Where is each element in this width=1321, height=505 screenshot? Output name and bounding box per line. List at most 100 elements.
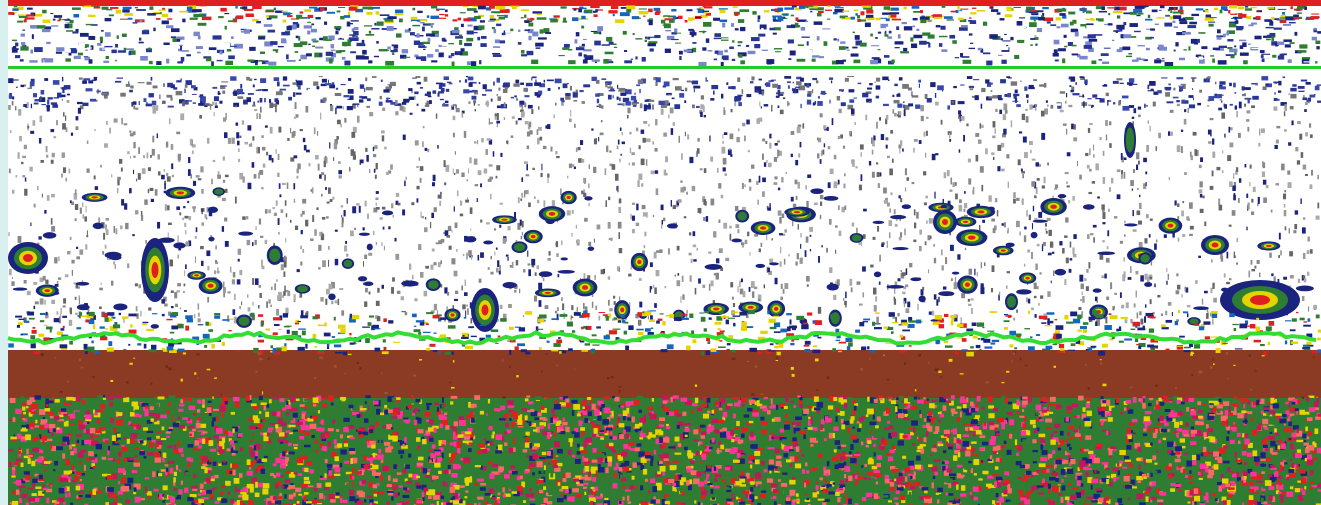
plankton xyxy=(797,253,799,259)
plankton xyxy=(257,113,258,119)
surface-noise xyxy=(720,10,726,13)
plankton xyxy=(608,222,611,229)
plankton xyxy=(79,299,80,305)
bottom-clutter xyxy=(33,327,36,329)
plankton xyxy=(215,105,218,108)
plankton xyxy=(894,209,896,214)
plankton xyxy=(524,161,528,164)
surface-noise xyxy=(128,18,133,20)
plankton xyxy=(332,197,334,200)
surface-noise xyxy=(1272,55,1276,58)
plankton xyxy=(1095,297,1097,301)
plankton xyxy=(176,132,180,135)
bottom-clutter xyxy=(682,318,689,320)
surface-noise xyxy=(991,9,998,12)
noise-band xyxy=(1129,78,1134,82)
plankton xyxy=(465,280,466,286)
plankton xyxy=(1258,143,1260,147)
surface-noise xyxy=(435,25,443,27)
noise-band xyxy=(620,92,626,95)
plankton xyxy=(628,274,631,277)
fish-echo xyxy=(1001,249,1006,251)
surface-noise xyxy=(211,61,214,66)
plankton xyxy=(40,298,44,304)
plankton xyxy=(876,317,878,323)
noise-band xyxy=(1248,99,1250,103)
plankton xyxy=(784,259,786,265)
surface-noise xyxy=(1283,39,1291,41)
fish-echo xyxy=(109,255,122,260)
surface-noise xyxy=(1064,35,1067,38)
plankton xyxy=(133,156,135,158)
plankton xyxy=(944,172,947,178)
plankton xyxy=(44,210,46,214)
plankton xyxy=(1259,129,1260,136)
plankton xyxy=(424,227,428,232)
plankton xyxy=(294,199,295,203)
surface-noise xyxy=(695,17,701,18)
bottom-clutter xyxy=(721,316,729,318)
noise-band xyxy=(459,80,461,82)
plankton xyxy=(447,292,449,296)
plankton xyxy=(919,246,922,251)
plankton xyxy=(1187,313,1188,317)
plankton xyxy=(1251,199,1253,203)
bottom-clutter xyxy=(836,340,841,341)
bottom-clutter xyxy=(382,351,389,354)
surface-noise xyxy=(300,55,307,60)
plankton xyxy=(965,248,966,250)
surface-noise xyxy=(1030,44,1033,46)
bottom-clutter xyxy=(40,313,45,315)
plankton xyxy=(1128,277,1132,280)
plankton xyxy=(959,205,963,212)
plankton xyxy=(704,115,706,117)
surface-noise xyxy=(1102,62,1109,64)
plankton xyxy=(61,173,63,177)
plankton xyxy=(453,168,454,173)
plankton xyxy=(935,153,938,155)
plankton xyxy=(367,214,369,219)
plankton xyxy=(800,142,802,147)
noise-band xyxy=(812,78,817,80)
plankton xyxy=(1087,234,1090,239)
noise-band xyxy=(636,84,640,86)
surface-noise xyxy=(834,9,843,13)
plankton xyxy=(18,109,21,116)
plankton xyxy=(335,259,338,265)
plankton xyxy=(40,160,43,163)
plankton xyxy=(171,163,173,169)
noise-band xyxy=(1290,94,1296,99)
surface-noise xyxy=(494,29,497,34)
surface-noise xyxy=(860,11,864,15)
plankton xyxy=(845,292,847,299)
plankton xyxy=(395,254,399,260)
plankton xyxy=(1036,162,1040,166)
plankton xyxy=(214,270,216,274)
surface-noise xyxy=(1043,18,1053,22)
plankton xyxy=(327,202,330,204)
plankton xyxy=(806,201,808,208)
surface-noise xyxy=(1000,18,1005,20)
plankton xyxy=(259,114,261,119)
surface-noise xyxy=(738,19,744,23)
plankton xyxy=(995,109,997,112)
fish-echo xyxy=(1212,243,1219,248)
plankton xyxy=(1013,199,1016,204)
surface-noise xyxy=(474,16,481,19)
plankton xyxy=(1080,299,1083,301)
plankton xyxy=(348,147,349,149)
plankton xyxy=(352,206,356,213)
plankton xyxy=(945,257,947,264)
plankton xyxy=(276,279,278,282)
plankton xyxy=(561,102,564,106)
surface-noise xyxy=(18,50,26,55)
plankton xyxy=(774,176,777,179)
plankton xyxy=(1266,185,1269,188)
plankton xyxy=(490,272,493,275)
surface-noise xyxy=(1251,48,1258,49)
surface-noise xyxy=(1035,44,1037,46)
bottom-clutter xyxy=(162,314,165,316)
plankton xyxy=(904,229,906,236)
bottom-clutter xyxy=(768,350,776,351)
plankton xyxy=(1227,155,1231,161)
